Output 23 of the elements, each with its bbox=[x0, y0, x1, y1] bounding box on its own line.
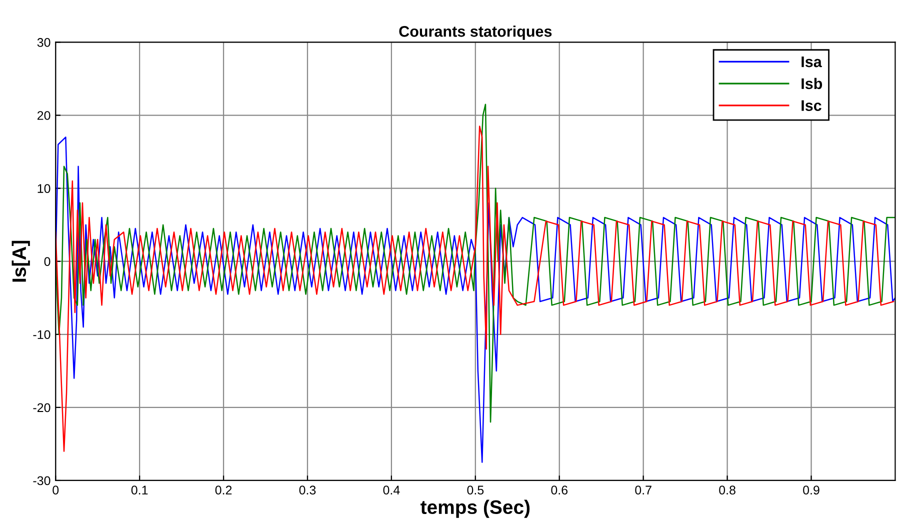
y-tick-label: 10 bbox=[38, 184, 50, 193]
y-tick-label: 30 bbox=[37, 38, 50, 47]
y-tick-label: 0 bbox=[44, 257, 50, 266]
x-axis-title: temps (Sec) bbox=[420, 500, 530, 518]
x-tick-label: 0.6 bbox=[551, 486, 568, 495]
x-tick-label: 0.5 bbox=[467, 486, 484, 495]
y-tick-label: -30 bbox=[33, 476, 50, 486]
x-tick-label: 0.9 bbox=[803, 486, 820, 495]
y-tick-label: 20 bbox=[37, 111, 50, 120]
legend-label: Isb bbox=[802, 78, 822, 90]
legend-label: Isa bbox=[802, 56, 822, 68]
x-tick-label: 0.7 bbox=[635, 486, 652, 495]
x-tick-label: 0.8 bbox=[719, 486, 736, 495]
chart-title: Courants statoriques bbox=[399, 26, 552, 40]
y-tick-label: -10 bbox=[33, 330, 50, 340]
x-tick-label: 0.2 bbox=[215, 486, 232, 495]
x-tick-label: 0.1 bbox=[131, 486, 148, 495]
x-tick-label: 0.4 bbox=[383, 486, 400, 495]
y-tick-label: -20 bbox=[33, 403, 50, 412]
x-tick-label: 0 bbox=[52, 486, 59, 495]
y-axis-title: Is[A] bbox=[12, 240, 30, 282]
legend-label: Isc bbox=[802, 100, 822, 111]
x-tick-label: 0.3 bbox=[299, 486, 316, 495]
